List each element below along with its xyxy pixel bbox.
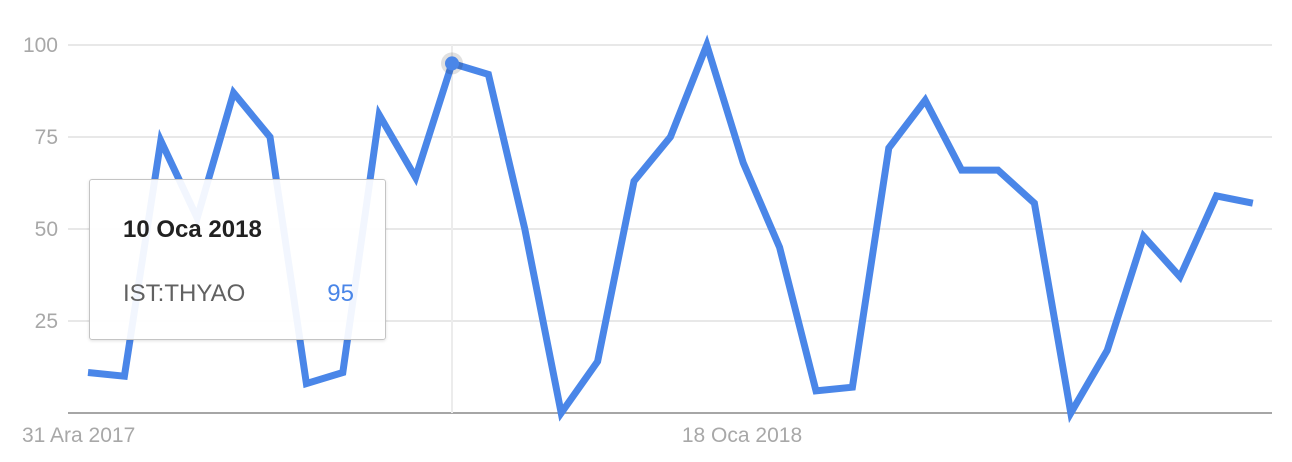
tooltip: 10 Oca 2018 IST:THYAO 95 xyxy=(89,179,386,340)
tooltip-date: 10 Oca 2018 xyxy=(123,216,262,243)
tooltip-value: 95 xyxy=(327,280,354,307)
y-tick-label: 25 xyxy=(35,310,58,333)
y-tick-label: 100 xyxy=(23,34,58,57)
x-axis-ticks: 31 Ara 2017 18 Oca 2018 xyxy=(22,424,802,447)
highlight-point xyxy=(445,56,459,71)
tooltip-series-name: IST:THYAO xyxy=(123,280,246,307)
x-tick-label: 31 Ara 2017 xyxy=(22,424,135,447)
y-axis-ticks: 100 75 50 25 xyxy=(23,34,58,333)
y-tick-label: 50 xyxy=(35,218,58,241)
y-tick-label: 75 xyxy=(35,126,58,149)
x-tick-label: 18 Oca 2018 xyxy=(682,424,802,447)
